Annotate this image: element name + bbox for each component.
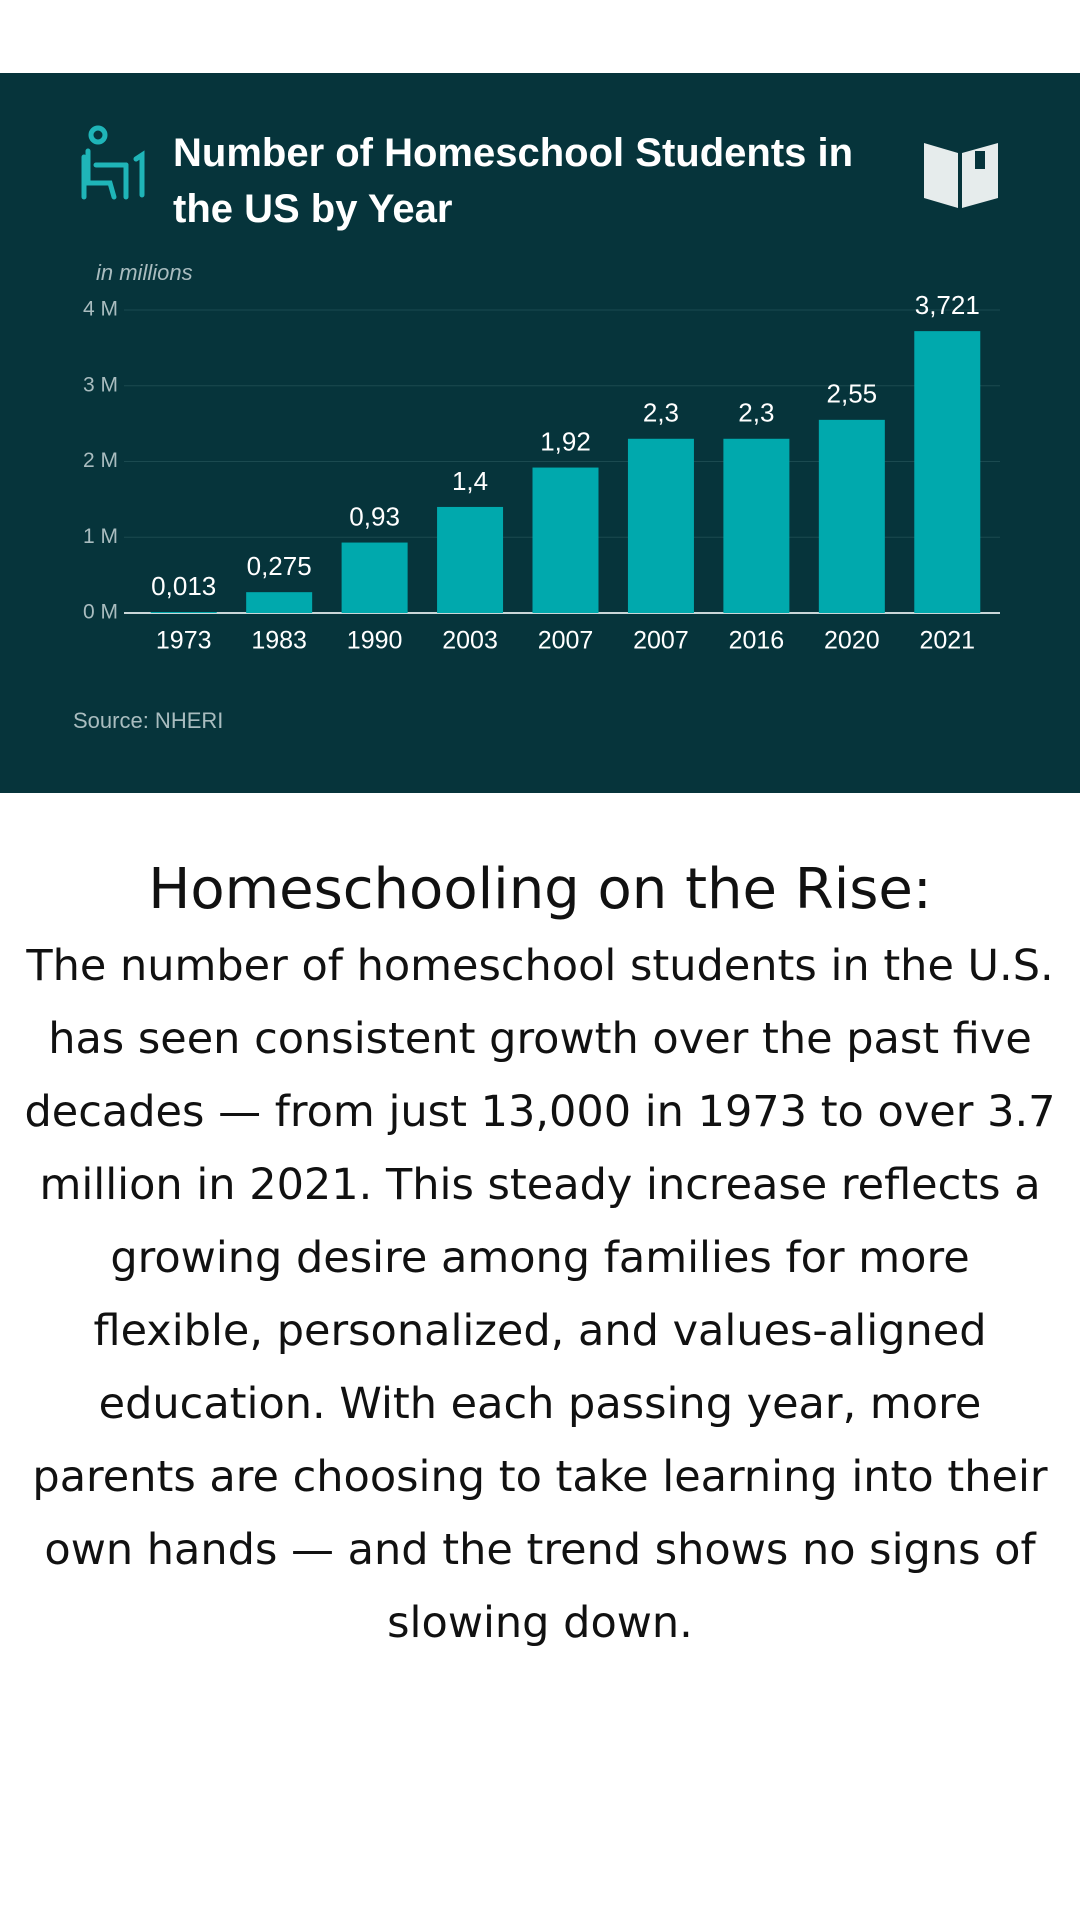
data-label: 0,275 — [247, 551, 312, 581]
source: Source: NHERI — [73, 708, 223, 733]
article: Homeschooling on the Rise: The number of… — [20, 850, 1060, 1660]
y-tick-label: 0 M — [83, 601, 118, 624]
data-label: 2,3 — [643, 398, 679, 428]
bar — [246, 592, 313, 613]
bar — [914, 331, 981, 613]
y-axis-label: in millions — [96, 260, 193, 285]
y-tick-label: 4 M — [83, 298, 118, 321]
data-label: 1,4 — [452, 466, 488, 496]
chart-title: Number of Homeschool Students in the US … — [173, 131, 854, 231]
y-tick-label: 1 M — [83, 525, 118, 548]
article-body: The number of homeschool students in the… — [24, 941, 1056, 1648]
student-icon — [81, 125, 145, 200]
data-label: 3,721 — [915, 290, 980, 320]
bar — [723, 438, 790, 613]
y-tick-label: 3 M — [83, 373, 118, 396]
bar — [437, 506, 504, 613]
x-tick-label: 1990 — [347, 627, 403, 655]
bar — [532, 467, 599, 613]
x-tick-label: 2020 — [824, 627, 880, 655]
x-tick-label: 1973 — [156, 627, 212, 655]
bar — [341, 542, 408, 613]
bar — [627, 438, 694, 613]
data-label: 2,55 — [827, 379, 878, 409]
chart-panel: in millions Source: NHERI 0 M 1 M 2 M 3 M 4 M 1… — [0, 73, 1080, 793]
data-label: 2,3 — [738, 398, 774, 428]
x-tick-label: 2021 — [919, 627, 975, 655]
x-tick-label: 2016 — [729, 627, 785, 655]
article-heading: Homeschooling on the Rise: — [148, 857, 932, 922]
chart: in millions Source: NHERI 0 M 1 M 2 M 3 M 4 M 1… — [73, 125, 1000, 733]
bar — [150, 612, 217, 613]
book-icon — [924, 143, 998, 208]
data-label: 1,92 — [540, 426, 591, 456]
x-tick-label: 2007 — [633, 627, 689, 655]
x-tick-label: 2003 — [442, 627, 498, 655]
bar — [818, 419, 885, 613]
y-tick-label: 2 M — [83, 449, 118, 472]
x-tick-label: 1983 — [251, 627, 307, 655]
x-tick-label: 2007 — [538, 627, 594, 655]
data-label: 0,93 — [349, 501, 400, 531]
data-label: 0,013 — [151, 571, 216, 601]
